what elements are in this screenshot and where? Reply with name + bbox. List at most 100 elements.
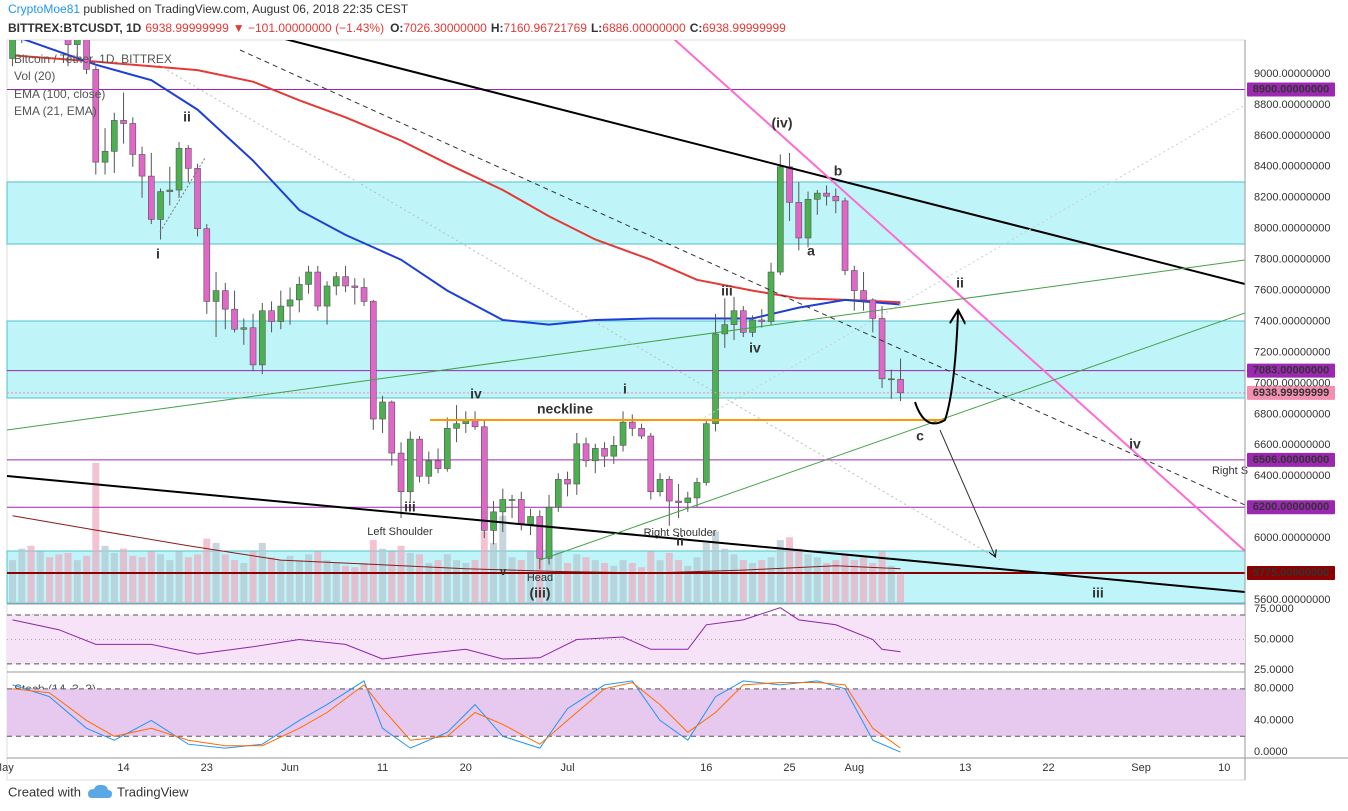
volume-bar	[887, 565, 895, 603]
candle-body	[675, 500, 682, 503]
x-tick-label: 10	[1218, 762, 1230, 774]
y-tick-label: 6600.00000000	[1254, 439, 1330, 451]
x-tick-label: 14	[117, 762, 129, 774]
volume-bar	[388, 551, 396, 603]
candle-body	[554, 479, 562, 508]
candle-body	[314, 271, 322, 307]
price-label: 6200.00000000	[1253, 501, 1329, 513]
stoch-band	[7, 688, 1245, 737]
wave-label: ii	[956, 275, 964, 291]
candle-body	[601, 448, 608, 457]
candle-body	[277, 305, 285, 322]
trend-line	[284, 40, 1245, 285]
annotations: ii i iv iii neckline Left Shoulder Head …	[156, 109, 1248, 601]
drawings	[7, 40, 1245, 593]
volume-bar	[434, 560, 442, 603]
volume-bar	[656, 560, 664, 603]
volume-bar	[120, 548, 128, 603]
candle-body	[887, 378, 895, 381]
y-tick-label: 6400.00000000	[1254, 470, 1330, 482]
candle-body	[712, 333, 719, 424]
wave-label: a	[807, 243, 815, 259]
volume-bar	[564, 562, 572, 603]
volume-bar	[157, 554, 165, 603]
volume-bar	[268, 557, 276, 603]
projection-arrow	[914, 312, 958, 425]
candle-body	[638, 428, 645, 437]
volume-bar	[628, 562, 636, 603]
logo	[88, 784, 112, 798]
volume-bar	[129, 555, 137, 603]
candle-body	[739, 310, 747, 333]
candle-body	[795, 202, 803, 239]
price-label-box	[1247, 363, 1335, 378]
pattern-label: Left Shoulder	[367, 526, 433, 538]
x-tick-label: Jun	[281, 762, 299, 774]
volume-bar	[194, 554, 202, 603]
y-tick-label: 25.0000	[1254, 664, 1294, 676]
legend-entry: Vol (20)	[14, 69, 55, 83]
trend-line	[673, 40, 1245, 552]
candle-body	[869, 299, 877, 319]
candle-body	[9, 40, 16, 59]
candle-body	[878, 318, 886, 380]
wave-label: iii	[721, 283, 733, 299]
rsi-band	[7, 615, 1245, 664]
wave-label: ii	[183, 109, 191, 125]
published: published on TradingView.com, August 06,…	[80, 2, 409, 16]
volume-bar	[425, 562, 433, 603]
trend-line	[239, 49, 1245, 506]
volume-bar	[878, 551, 886, 603]
wave-label: c	[916, 428, 924, 444]
price-label: 6938.99999999	[1253, 387, 1329, 399]
wave-label: iii	[404, 499, 416, 515]
price-label-box	[1247, 452, 1335, 467]
candle-body	[147, 175, 155, 220]
volume-bar	[342, 565, 350, 603]
candle-body	[221, 290, 229, 310]
candle-body	[92, 69, 100, 163]
volume-bar	[536, 545, 544, 603]
candle-body	[758, 319, 766, 322]
volume-bar	[397, 545, 405, 603]
volume-bar	[73, 560, 81, 603]
volume-bar	[184, 557, 192, 603]
volume-bar	[453, 560, 461, 603]
candle-body	[656, 479, 664, 493]
price-label-box	[1247, 385, 1335, 400]
volume-bar	[860, 557, 868, 603]
ohlc-value: 7026.30000000	[403, 21, 487, 35]
volume-bar	[46, 557, 54, 603]
ema-line	[12, 54, 901, 304]
candle-body	[527, 516, 534, 525]
volume-bar	[443, 554, 451, 603]
y-tick-label: 7800.00000000	[1254, 254, 1330, 266]
candle-body	[564, 479, 571, 485]
candle-body	[323, 285, 331, 307]
x-tick-label: Jul	[561, 762, 575, 774]
volume-bar	[480, 531, 488, 603]
zone	[6, 181, 1246, 245]
volume-ma	[12, 515, 901, 574]
volume-bar	[832, 560, 840, 603]
volume-bar	[758, 560, 766, 603]
volume-bar	[240, 562, 248, 603]
wave-label: iv	[470, 386, 482, 402]
volume-bar	[332, 562, 340, 603]
candle-body	[647, 435, 655, 493]
author[interactable]: CryptoMoe81	[8, 2, 80, 16]
y-tick-label: 7200.00000000	[1254, 346, 1330, 358]
candle-body	[850, 270, 858, 291]
x-tick-label: 20	[460, 762, 472, 774]
volume-bar	[147, 551, 155, 603]
wave-label: b	[834, 163, 843, 179]
y-tick-label: 5600.00000000	[1254, 594, 1330, 606]
candle-body	[379, 401, 386, 420]
header-line: CryptoMoe81 published on TradingView.com…	[8, 2, 409, 16]
footer-brand[interactable]: TradingView	[117, 784, 189, 799]
x-tick-label: Aug	[844, 762, 864, 774]
price-label: 6506.00000000	[1253, 454, 1329, 466]
candle-body	[841, 200, 849, 271]
volume-bar	[517, 560, 525, 603]
candle-body	[721, 324, 729, 335]
